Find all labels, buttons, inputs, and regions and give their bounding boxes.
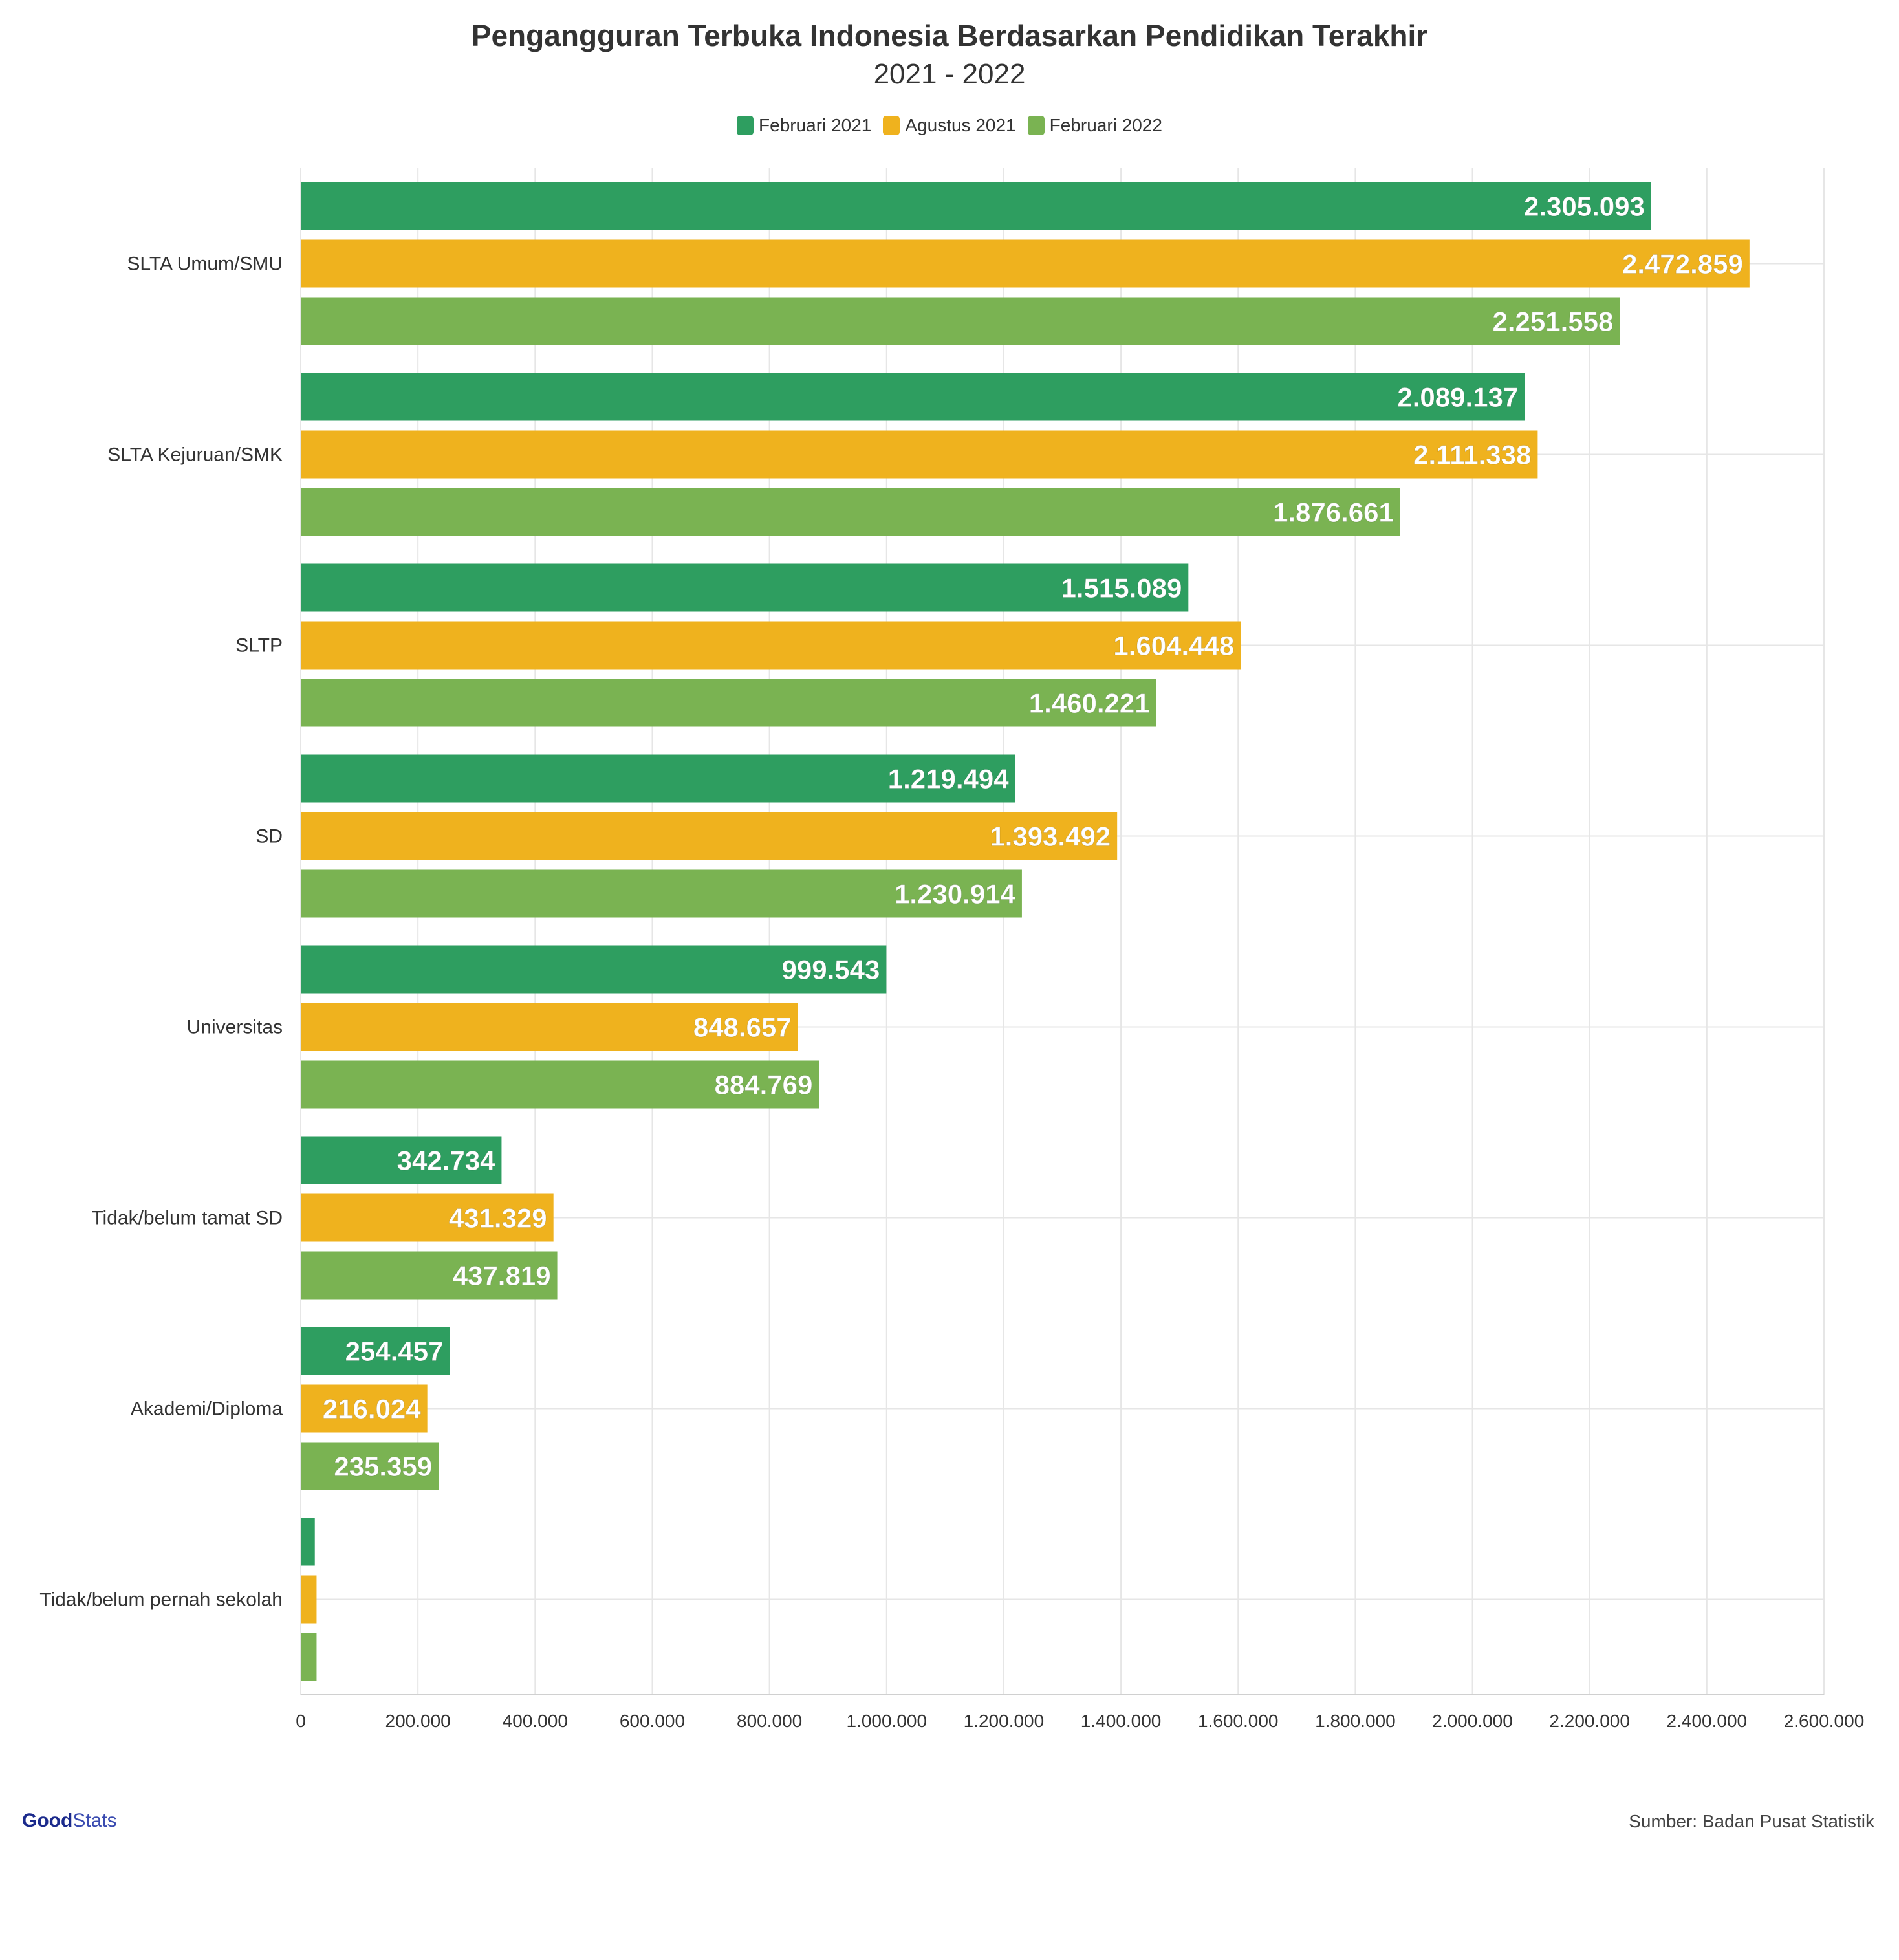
data-label: 1.230.914 xyxy=(895,879,1015,909)
data-label: 431.329 xyxy=(449,1203,547,1234)
bar xyxy=(301,1384,428,1433)
data-label: 999.543 xyxy=(782,955,880,985)
data-label: 342.734 xyxy=(397,1146,495,1176)
logo-part-good: Good xyxy=(22,1810,73,1831)
x-tick-label: 2.200.000 xyxy=(1549,1711,1630,1731)
data-label: 848.657 xyxy=(693,1012,792,1043)
x-tick-label: 2.400.000 xyxy=(1667,1711,1748,1731)
category-label: SLTA Kejuruan/SMK xyxy=(107,444,283,466)
legend-label: Februari 2022 xyxy=(1049,115,1162,135)
x-tick-label: 2.600.000 xyxy=(1784,1711,1865,1731)
data-label: 1.393.492 xyxy=(990,822,1111,852)
x-tick-label: 0 xyxy=(296,1711,306,1731)
x-tick-label: 1.800.000 xyxy=(1315,1711,1396,1731)
bar xyxy=(301,621,1241,670)
chart-title: Pengangguran Terbuka Indonesia Berdasark… xyxy=(471,19,1428,52)
data-label: 2.305.093 xyxy=(1524,191,1645,222)
data-label: 254.457 xyxy=(345,1336,444,1367)
category-label: Akademi/Diploma xyxy=(131,1399,283,1420)
bar xyxy=(301,1193,554,1242)
x-tick-label: 1.000.000 xyxy=(846,1711,927,1731)
bar-chart: 0 200.000 400.000 600.000 800.000 1.000.000 1.… xyxy=(39,168,1865,1731)
category-label: SLTP xyxy=(235,635,283,657)
chart-legend: Februari 2021 Agustus 2021 Februari 2022 xyxy=(0,115,1899,136)
logo-part-stats: Stats xyxy=(72,1810,117,1831)
legend-label: Agustus 2021 xyxy=(905,115,1016,135)
bar xyxy=(301,563,1189,612)
legend-label: Februari 2021 xyxy=(759,115,872,135)
data-label: 1.876.661 xyxy=(1273,497,1394,528)
data-label: 1.604.448 xyxy=(1113,631,1234,661)
bar xyxy=(301,1327,450,1375)
bar xyxy=(301,679,1156,727)
bar xyxy=(301,945,887,994)
legend-item-februari-2021[interactable]: Februari 2021 xyxy=(737,115,871,136)
category-label: SD xyxy=(255,826,283,847)
data-label: 437.819 xyxy=(453,1261,551,1291)
bar xyxy=(301,1251,558,1300)
data-label: 2.089.137 xyxy=(1397,382,1518,413)
bar xyxy=(301,1136,502,1184)
bar xyxy=(301,488,1400,536)
bar xyxy=(301,373,1525,421)
category-label: SLTA Umum/SMU xyxy=(127,254,283,275)
x-tick-label: 200.000 xyxy=(385,1711,451,1731)
bar xyxy=(301,1633,317,1681)
bar xyxy=(301,1518,315,1566)
data-label: 2.251.558 xyxy=(1493,307,1614,337)
x-tick-label: 1.400.000 xyxy=(1081,1711,1162,1731)
x-tick-label: 800.000 xyxy=(737,1711,802,1731)
bar xyxy=(301,812,1118,860)
data-label: 884.769 xyxy=(715,1070,813,1100)
data-label: 1.515.089 xyxy=(1061,573,1182,604)
x-tick-label: 2.000.000 xyxy=(1432,1711,1513,1731)
legend-swatch xyxy=(883,116,900,135)
data-label: 1.460.221 xyxy=(1029,688,1150,719)
bar xyxy=(301,297,1620,345)
data-label: 235.359 xyxy=(334,1452,432,1482)
data-label: 2.472.859 xyxy=(1622,249,1743,279)
legend-item-agustus-2021[interactable]: Agustus 2021 xyxy=(883,115,1016,136)
bar xyxy=(301,430,1538,479)
bar xyxy=(301,869,1022,918)
x-tick-label: 1.200.000 xyxy=(964,1711,1045,1731)
category-label: Tidak/belum tamat SD xyxy=(91,1208,283,1229)
bar xyxy=(301,239,1750,288)
data-label: 216.024 xyxy=(323,1394,421,1424)
bar xyxy=(301,754,1015,803)
category-label: Universitas xyxy=(187,1017,283,1038)
legend-swatch xyxy=(737,116,754,135)
legend-item-februari-2022[interactable]: Februari 2022 xyxy=(1027,115,1162,136)
x-tick-label: 400.000 xyxy=(503,1711,568,1731)
data-label: 1.219.494 xyxy=(888,764,1009,794)
bar xyxy=(301,1442,439,1490)
source-note: Sumber: Badan Pusat Statistik xyxy=(1629,1811,1874,1831)
x-tick-label: 1.600.000 xyxy=(1198,1711,1279,1731)
bar xyxy=(301,1060,819,1109)
bar xyxy=(301,182,1651,230)
data-label: 2.111.338 xyxy=(1413,440,1531,470)
bar xyxy=(301,1003,798,1051)
chart-subtitle: 2021 - 2022 xyxy=(873,58,1026,90)
bar xyxy=(301,1575,317,1624)
goodstats-logo: GoodStats xyxy=(22,1810,117,1832)
legend-swatch xyxy=(1027,116,1045,135)
x-tick-label: 600.000 xyxy=(620,1711,685,1731)
category-label: Tidak/belum pernah sekolah xyxy=(39,1589,283,1611)
